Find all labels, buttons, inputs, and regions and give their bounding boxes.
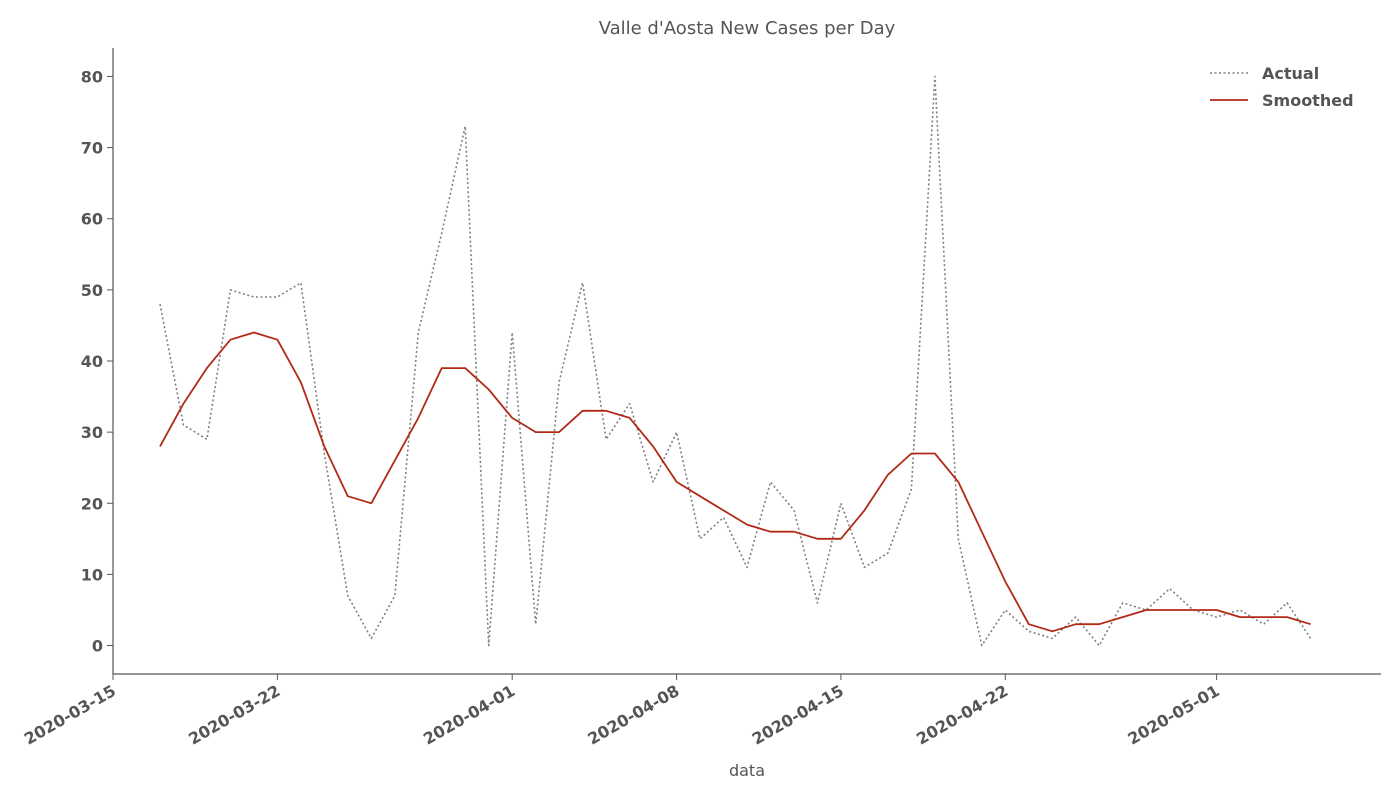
y-tick-label: 70 bbox=[81, 139, 103, 158]
x-tick-label: 2020-04-22 bbox=[913, 681, 1011, 749]
legend-label-actual: Actual bbox=[1262, 64, 1319, 83]
x-tick-label: 2020-04-15 bbox=[749, 681, 847, 749]
y-tick-label: 10 bbox=[81, 565, 103, 584]
chart-title: Valle d'Aosta New Cases per Day bbox=[599, 18, 896, 39]
axes: 0 10 20 30 40 50 60 70 80 2020-03-15 2020-03-22 202… bbox=[21, 48, 1381, 749]
x-tick-label: 2020-04-08 bbox=[584, 681, 682, 749]
x-tick-label: 2020-03-22 bbox=[185, 681, 283, 749]
y-tick-label: 60 bbox=[81, 210, 103, 229]
series-line-actual bbox=[159, 75, 1312, 647]
x-tick-label: 2020-03-15 bbox=[21, 681, 119, 749]
x-tick-label: 2020-04-01 bbox=[420, 681, 518, 749]
y-tick-label: 40 bbox=[81, 352, 103, 371]
legend: Actual Smoothed bbox=[1210, 64, 1354, 110]
series-layer bbox=[159, 75, 1312, 647]
legend-label-smoothed: Smoothed bbox=[1262, 91, 1354, 110]
y-tick-label: 80 bbox=[81, 67, 103, 86]
x-tick-label: 2020-05-01 bbox=[1124, 681, 1222, 749]
y-tick-label: 50 bbox=[81, 281, 103, 300]
x-axis-label: data bbox=[729, 761, 765, 780]
y-tick-label: 30 bbox=[81, 423, 103, 442]
series-line-smoothed bbox=[159, 331, 1311, 633]
y-tick-label: 0 bbox=[92, 637, 103, 656]
y-tick-label: 20 bbox=[81, 494, 103, 513]
